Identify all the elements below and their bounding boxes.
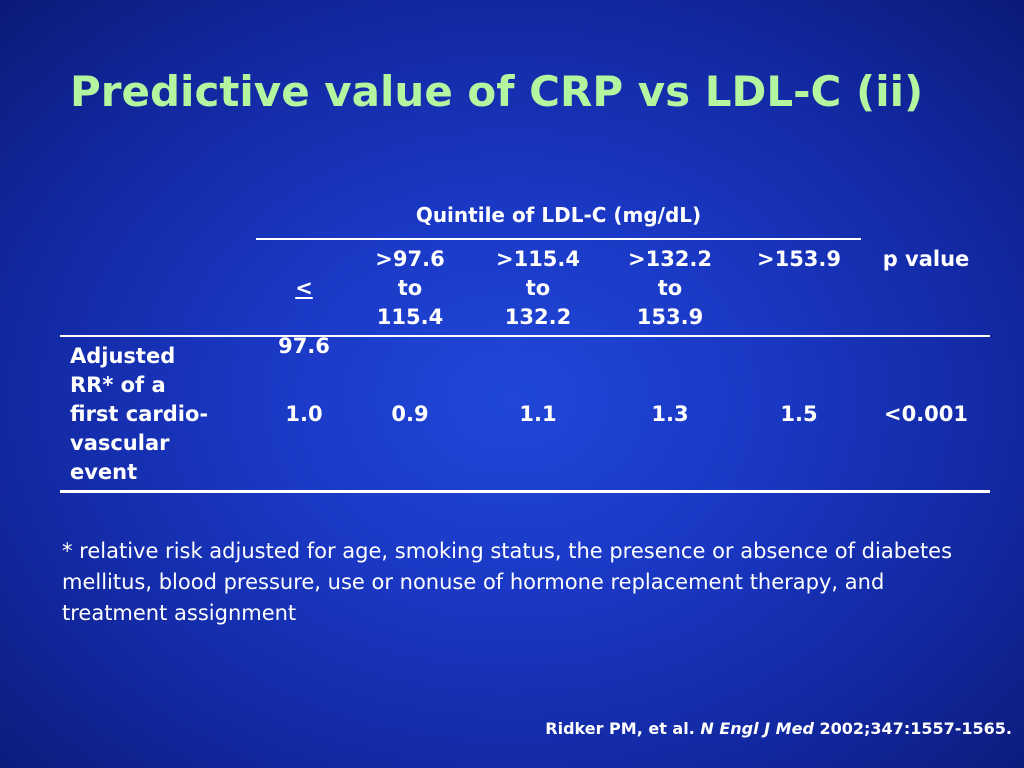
column-header-q1-value: 97.6 xyxy=(278,334,330,358)
citation-details: 2002;347:1557-1565. xyxy=(819,719,1012,738)
column-header-p-value: p value xyxy=(882,247,970,271)
group-header-rule xyxy=(256,238,861,240)
table-bottom-rule xyxy=(60,490,990,493)
header-rule xyxy=(60,335,990,337)
citation-journal: N Engl J Med xyxy=(700,719,814,738)
citation-authors: Ridker PM, et al. xyxy=(545,719,695,738)
less-equal-symbol: < xyxy=(295,276,313,300)
column-header-q1: < 97.6 xyxy=(262,245,346,361)
value-q3: 1.1 xyxy=(519,402,557,426)
slide-title: Predictive value of CRP vs LDL-C (ii) xyxy=(70,67,924,116)
footnote: * relative risk adjusted for age, smokin… xyxy=(62,539,953,625)
column-header-q4: >132.2 to 153.9 xyxy=(627,247,713,329)
value-q5: 1.5 xyxy=(780,402,818,426)
value-q4: 1.3 xyxy=(651,402,689,426)
citation: Ridker PM, et al. N Engl J Med 2002;347:… xyxy=(545,719,1012,738)
row-label: Adjusted RR* of a first cardio- vascular… xyxy=(70,344,209,484)
value-q1: 1.0 xyxy=(285,402,323,426)
column-header-q3: >115.4 to 132.2 xyxy=(495,247,581,329)
value-q2: 0.9 xyxy=(391,402,429,426)
column-header-q5: >153.9 xyxy=(756,247,842,271)
quintile-group-header: Quintile of LDL-C (mg/dL) xyxy=(415,203,702,227)
column-header-q2: >97.6 to 115.4 xyxy=(375,247,445,329)
value-p: <0.001 xyxy=(883,402,969,426)
